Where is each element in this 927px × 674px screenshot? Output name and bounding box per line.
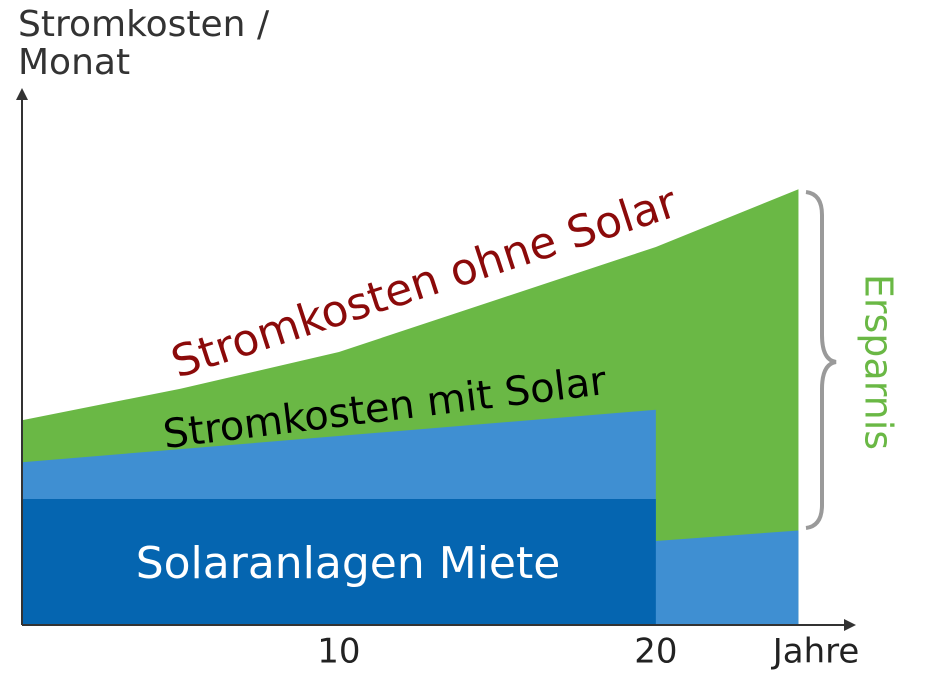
x-axis-label: Jahre xyxy=(771,632,860,672)
y-axis-label: Stromkosten / Monat xyxy=(18,4,270,83)
area xyxy=(22,499,656,625)
annotation: Ersparnis xyxy=(857,274,901,450)
series-label: Solaranlagen Miete xyxy=(136,538,561,589)
brace xyxy=(805,190,837,530)
y-axis-arrow xyxy=(16,88,28,100)
x-tick-label: 20 xyxy=(634,632,677,672)
x-tick-label: 10 xyxy=(317,632,360,672)
x-axis-arrow xyxy=(844,619,856,631)
